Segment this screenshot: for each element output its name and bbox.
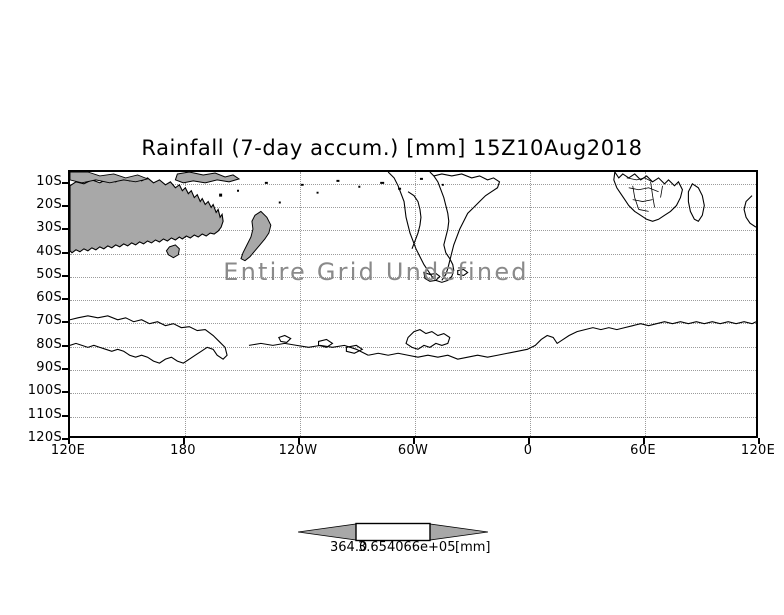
colorbar-right-arrow xyxy=(429,523,488,541)
y-axis-tick-mark xyxy=(62,368,68,371)
y-axis-tick-mark xyxy=(62,181,68,184)
tierra-del-fuego-coastline xyxy=(423,271,441,282)
x-axis-tick-mark xyxy=(528,438,530,444)
y-axis-tick-mark xyxy=(62,298,68,301)
land-masses xyxy=(70,172,444,262)
y-axis-tick-label: 20S xyxy=(36,196,62,212)
colorbar xyxy=(298,520,488,544)
africa-coastline xyxy=(613,172,684,222)
y-axis-tick-mark xyxy=(62,414,68,417)
y-axis-tick-label: 100S xyxy=(27,383,62,399)
ross-sea-coastline xyxy=(248,342,369,356)
x-axis-tick-label: 60E xyxy=(630,443,656,458)
x-axis-tick-mark xyxy=(183,438,185,444)
colorbar-labels: 364.0 3.654066e+05 [mm] xyxy=(0,540,784,558)
y-axis-tick-mark xyxy=(62,251,68,254)
y-axis-tick-mark xyxy=(62,274,68,277)
gridline-horizontal xyxy=(70,416,756,418)
weddell-sea-coastline xyxy=(368,321,756,360)
gridline-vertical xyxy=(645,172,646,436)
australia-wrap-coastline xyxy=(743,195,756,228)
gridline-horizontal xyxy=(70,206,756,208)
colorbar-max-label: 3.654066e+05 xyxy=(358,540,456,555)
gridline-horizontal xyxy=(70,230,756,232)
entire-grid-undefined-message: Entire Grid Undefined xyxy=(223,258,529,286)
gridline-horizontal xyxy=(70,370,756,372)
world-map xyxy=(70,172,756,364)
africa-internal-borders xyxy=(626,177,663,212)
x-axis-tick-label: 120E xyxy=(50,443,86,458)
gridline-horizontal xyxy=(70,183,756,185)
y-axis-tick-label: 40S xyxy=(36,243,62,259)
gridline-vertical xyxy=(530,172,531,436)
y-axis-tick-label: 70S xyxy=(36,313,62,329)
colorbar-units-label: [mm] xyxy=(455,540,491,555)
south-america-east-coast xyxy=(433,173,501,281)
gridline-vertical xyxy=(300,172,301,436)
y-axis-tick-label: 110S xyxy=(27,406,62,422)
tasmania-landmass xyxy=(165,244,180,259)
map-plot-area xyxy=(68,170,758,438)
antarctica-coastline xyxy=(70,315,228,364)
y-axis-tick-label: 50S xyxy=(36,266,62,282)
gridline-horizontal xyxy=(70,253,756,255)
y-axis-tick-mark xyxy=(62,204,68,207)
x-axis-tick-label: 180 xyxy=(170,443,196,458)
x-axis-labels: 120E 180 120W 60W 0 60E 120E xyxy=(0,443,784,463)
y-axis-tick-mark xyxy=(62,438,68,440)
gridline-horizontal xyxy=(70,393,756,395)
antarctica-islands xyxy=(278,334,364,354)
y-axis-labels: 10S 20S 30S 40S 50S 60S 70S 80S 90S 100S 110S 120S xyxy=(0,170,62,445)
y-axis-tick-label: 10S xyxy=(36,173,62,189)
y-axis-tick-mark xyxy=(62,321,68,324)
gridline-horizontal xyxy=(70,323,756,325)
y-axis-tick-mark xyxy=(62,391,68,394)
andes-detail xyxy=(407,191,422,250)
x-axis-tick-mark xyxy=(643,438,645,444)
x-axis-tick-label: 0 xyxy=(523,443,533,458)
colorbar-min-label: 364.0 xyxy=(330,540,368,555)
gridline-vertical xyxy=(415,172,416,436)
y-axis-tick-label: 60S xyxy=(36,290,62,306)
falkland-islands-coastline xyxy=(457,268,469,277)
y-axis-tick-label: 90S xyxy=(36,360,62,376)
x-axis-tick-mark xyxy=(758,438,760,444)
australia-landmass xyxy=(70,176,224,254)
coastlines xyxy=(70,172,756,364)
x-axis-tick-mark xyxy=(413,438,415,444)
new-guinea-landmass xyxy=(174,172,241,184)
colorbar-left-arrow xyxy=(298,523,357,541)
page-title: Rainfall (7-day accum.) [mm] 15Z10Aug201… xyxy=(141,136,643,160)
y-axis-tick-mark xyxy=(62,344,68,347)
indonesia-islands xyxy=(70,172,149,184)
y-axis-tick-label: 30S xyxy=(36,220,62,236)
x-axis-tick-label: 60W xyxy=(397,443,429,458)
pacific-islands xyxy=(219,177,444,204)
x-axis-tick-mark xyxy=(298,438,300,444)
y-axis-tick-mark xyxy=(62,228,68,231)
y-axis-tick-label: 80S xyxy=(36,336,62,352)
antarctic-peninsula-coastline xyxy=(405,329,451,350)
madagascar-coastline xyxy=(687,183,705,222)
gridline-vertical xyxy=(185,172,186,436)
y-axis-tick-label: 120S xyxy=(27,430,62,445)
gridline-horizontal xyxy=(70,300,756,302)
x-axis-tick-label: 120E xyxy=(740,443,776,458)
colorbar-center-box xyxy=(355,522,431,542)
x-axis-tick-label: 120W xyxy=(278,443,318,458)
x-axis-tick-mark xyxy=(68,438,70,444)
gridline-horizontal xyxy=(70,276,756,278)
new-zealand-landmass xyxy=(240,210,272,262)
south-america-coastline xyxy=(387,172,455,283)
